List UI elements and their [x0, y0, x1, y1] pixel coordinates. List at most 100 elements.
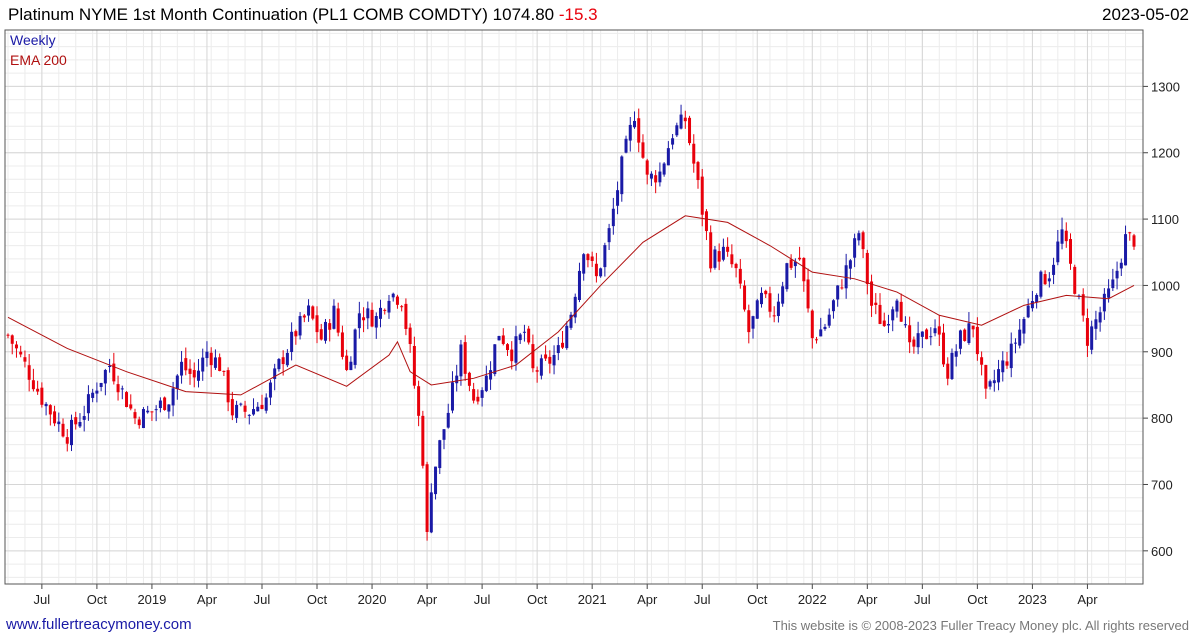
- candle-down: [23, 357, 27, 362]
- candle-down: [937, 326, 941, 335]
- candle-up: [603, 245, 607, 268]
- x-tick-label: Oct: [967, 592, 988, 607]
- candle-up: [903, 324, 907, 326]
- candle-down: [802, 257, 806, 282]
- candle-down: [688, 117, 692, 144]
- candle-up: [675, 125, 679, 136]
- candle-up: [1018, 329, 1022, 346]
- x-tick-label: 2019: [137, 592, 166, 607]
- candle-down: [899, 301, 903, 322]
- candle-down: [281, 357, 285, 365]
- candle-up: [1009, 343, 1013, 369]
- candle-up: [1094, 319, 1098, 329]
- candle-down: [163, 397, 167, 410]
- candle-up: [997, 369, 1001, 383]
- candle-up: [252, 409, 256, 415]
- candle-up: [844, 265, 848, 289]
- candle-up: [391, 293, 395, 298]
- candle-up: [1115, 270, 1119, 279]
- x-tick-label: Jul: [694, 592, 711, 607]
- candle-down: [311, 306, 315, 319]
- candle-up: [632, 120, 636, 128]
- candle-up: [1098, 312, 1102, 323]
- candle-up: [167, 404, 171, 412]
- candle-up: [450, 382, 454, 411]
- candle-down: [527, 328, 531, 343]
- candle-up: [201, 357, 205, 372]
- candle-up: [582, 254, 586, 274]
- candle-down: [637, 118, 641, 143]
- candle-up: [671, 138, 675, 145]
- candle-down: [975, 326, 979, 355]
- candle-down: [717, 251, 721, 262]
- candle-up: [1102, 293, 1106, 312]
- candle-down: [971, 325, 975, 330]
- candle-up: [992, 380, 996, 384]
- candle-up: [455, 375, 459, 384]
- candle-up: [1107, 288, 1111, 298]
- candle-down: [874, 302, 878, 306]
- candle-down: [31, 380, 35, 390]
- candle-down: [984, 364, 988, 389]
- y-tick-label: 1000: [1151, 278, 1180, 293]
- candle-up: [366, 308, 370, 319]
- candle-down: [1081, 294, 1085, 316]
- candle-down: [510, 349, 514, 362]
- candle-up: [69, 419, 73, 446]
- candle-up: [442, 429, 446, 440]
- candle-down: [260, 404, 264, 409]
- candle-up: [323, 321, 327, 341]
- candle-up: [99, 382, 103, 387]
- candle-up: [497, 335, 501, 341]
- candle-up: [171, 388, 175, 406]
- candle-up: [666, 148, 670, 166]
- candle-down: [865, 252, 869, 285]
- candle-down: [1073, 266, 1077, 294]
- candle-up: [755, 300, 759, 319]
- candle-down: [772, 315, 776, 317]
- candle-up: [429, 492, 433, 533]
- x-tick-label: Jul: [254, 592, 271, 607]
- copyright-text: This website is © 2008-2023 Fuller Treac…: [772, 618, 1189, 633]
- candle-down: [946, 363, 950, 379]
- candle-up: [886, 324, 890, 326]
- candle-up: [793, 261, 797, 267]
- candle-down: [340, 332, 344, 357]
- candle-down: [421, 415, 425, 466]
- candle-down: [586, 254, 590, 261]
- candle-down: [243, 405, 247, 412]
- candle-down: [789, 259, 793, 268]
- candle-down: [463, 342, 467, 374]
- candle-down: [878, 304, 882, 324]
- candle-up: [620, 156, 624, 195]
- legend-ema: EMA 200: [10, 52, 67, 68]
- candle-down: [768, 293, 772, 312]
- candle-up: [175, 375, 179, 389]
- candle-down: [48, 405, 52, 415]
- candle-down: [395, 296, 399, 305]
- candle-up: [387, 300, 391, 313]
- candle-up: [1090, 326, 1094, 350]
- candle-up: [565, 325, 569, 349]
- candle-up: [95, 390, 99, 394]
- candle-up: [891, 309, 895, 321]
- candle-down: [1128, 232, 1132, 234]
- candle-up: [857, 233, 861, 241]
- candle-down: [764, 290, 768, 295]
- candle-up: [379, 307, 383, 319]
- candle-up: [823, 326, 827, 330]
- candle-up: [827, 314, 831, 326]
- candle-down: [408, 327, 412, 345]
- candle-up: [349, 361, 353, 371]
- candle-up: [759, 292, 763, 305]
- candle-down: [294, 331, 298, 337]
- candle-down: [1005, 361, 1009, 366]
- website-link[interactable]: www.fullertreacymoney.com: [6, 616, 192, 633]
- y-tick-label: 900: [1151, 345, 1173, 360]
- candle-down: [125, 392, 129, 408]
- candle-up: [273, 368, 277, 379]
- candle-up: [196, 370, 200, 381]
- candle-down: [14, 344, 18, 349]
- x-tick-label: Apr: [417, 592, 438, 607]
- candle-up: [929, 336, 933, 338]
